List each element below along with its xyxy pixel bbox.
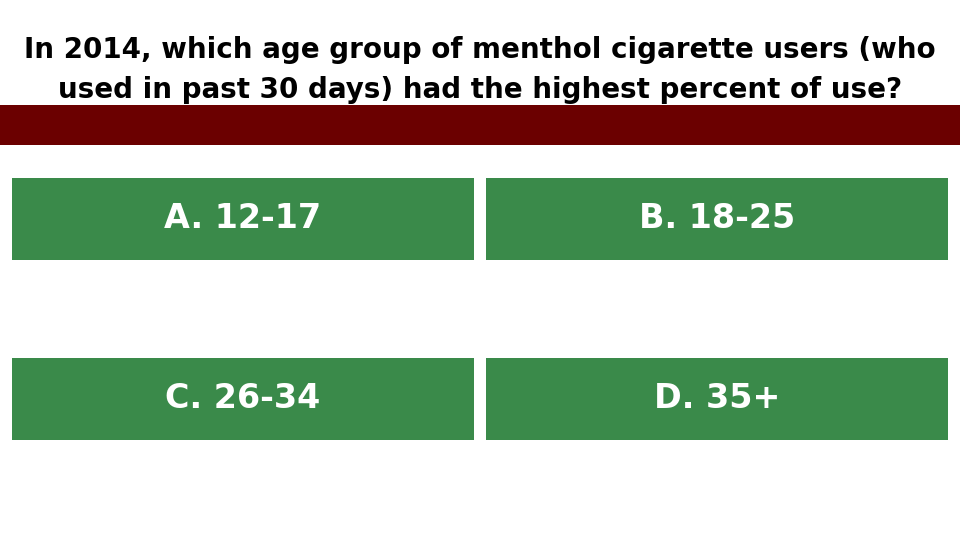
Text: B. 18-25: B. 18-25 (638, 202, 795, 235)
Text: used in past 30 days) had the highest percent of use?: used in past 30 days) had the highest pe… (58, 76, 902, 104)
Text: C. 26-34: C. 26-34 (165, 382, 321, 415)
FancyBboxPatch shape (0, 105, 960, 145)
Text: In 2014, which age group of menthol cigarette users (who: In 2014, which age group of menthol ciga… (24, 36, 936, 64)
FancyBboxPatch shape (12, 358, 474, 440)
Text: D. 35+: D. 35+ (654, 382, 780, 415)
Text: A. 12-17: A. 12-17 (164, 202, 322, 235)
FancyBboxPatch shape (486, 358, 948, 440)
FancyBboxPatch shape (486, 178, 948, 260)
FancyBboxPatch shape (12, 178, 474, 260)
